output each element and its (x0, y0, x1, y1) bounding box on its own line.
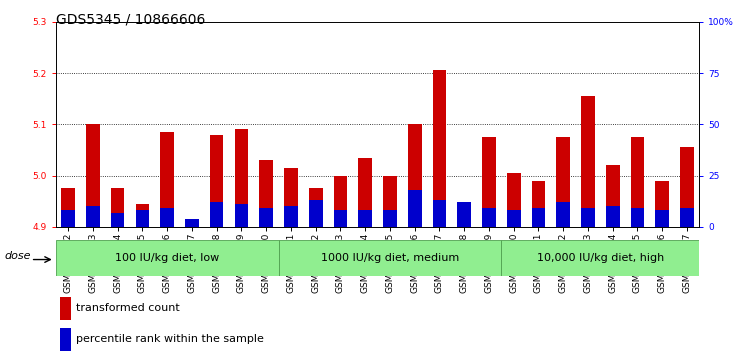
Bar (185, 222, 199, 227)
Bar (501, 240, 699, 276)
Bar (383, 211, 397, 227)
Bar (557, 202, 570, 227)
Bar (60, 328, 71, 351)
Bar (680, 147, 694, 227)
Bar (161, 208, 174, 227)
Bar (433, 200, 446, 227)
Bar (482, 208, 496, 227)
Bar (56, 240, 278, 276)
Bar (532, 181, 545, 227)
Bar (581, 208, 594, 227)
Bar (680, 208, 694, 227)
Bar (135, 204, 150, 227)
Bar (507, 173, 521, 227)
Bar (161, 132, 174, 227)
Bar (433, 70, 446, 227)
Bar (383, 176, 397, 227)
Bar (581, 96, 594, 227)
Bar (333, 211, 347, 227)
Bar (557, 137, 570, 227)
Bar (482, 137, 496, 227)
Bar (507, 211, 521, 227)
Bar (333, 176, 347, 227)
Bar (359, 211, 372, 227)
Bar (655, 211, 669, 227)
Bar (210, 135, 223, 227)
Bar (606, 166, 620, 227)
Bar (61, 188, 75, 227)
Bar (61, 211, 75, 227)
Bar (260, 160, 273, 227)
Bar (278, 240, 501, 276)
Bar (260, 208, 273, 227)
Bar (210, 202, 223, 227)
Text: 100 IU/kg diet, low: 100 IU/kg diet, low (115, 253, 219, 263)
Bar (408, 125, 422, 227)
Bar (135, 211, 150, 227)
Text: percentile rank within the sample: percentile rank within the sample (76, 334, 264, 344)
Bar (655, 181, 669, 227)
Bar (458, 202, 471, 227)
Text: transformed count: transformed count (76, 303, 180, 313)
Bar (111, 212, 124, 227)
Bar (408, 190, 422, 227)
Bar (284, 206, 298, 227)
Text: dose: dose (4, 251, 31, 261)
Bar (309, 188, 322, 227)
Bar (234, 204, 248, 227)
Bar (631, 137, 644, 227)
Bar (284, 168, 298, 227)
Bar (458, 217, 471, 227)
Bar (359, 158, 372, 227)
Bar (309, 200, 322, 227)
Bar (532, 208, 545, 227)
Bar (86, 125, 100, 227)
Bar (185, 219, 199, 227)
Bar (606, 206, 620, 227)
Bar (60, 297, 71, 320)
Bar (86, 206, 100, 227)
Bar (234, 130, 248, 227)
Text: 10,000 IU/kg diet, high: 10,000 IU/kg diet, high (536, 253, 664, 263)
Bar (111, 188, 124, 227)
Text: 1000 IU/kg diet, medium: 1000 IU/kg diet, medium (321, 253, 459, 263)
Bar (631, 208, 644, 227)
Text: GDS5345 / 10866606: GDS5345 / 10866606 (56, 13, 205, 27)
